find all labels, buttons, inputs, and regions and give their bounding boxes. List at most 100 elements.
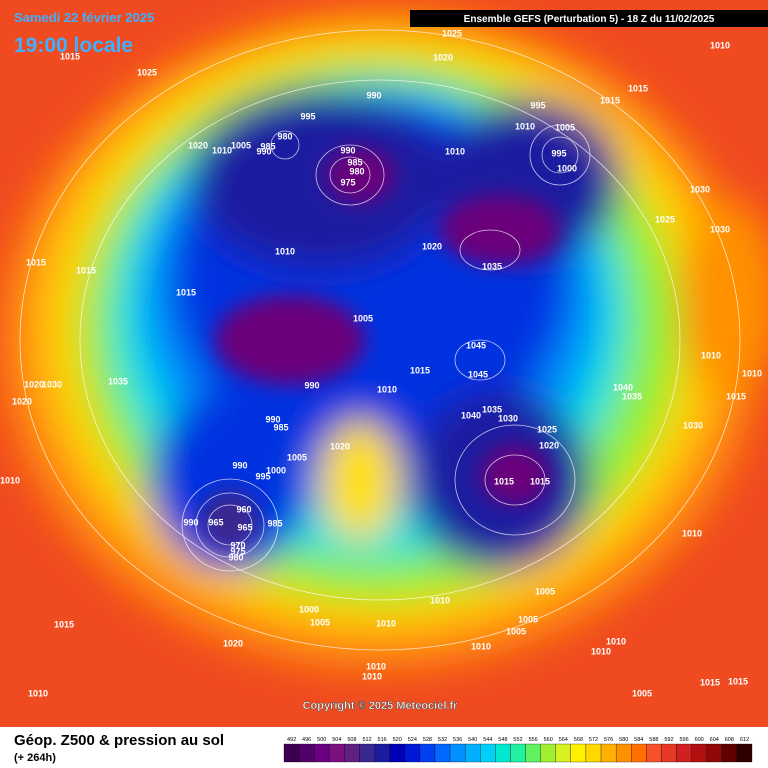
isobar-label: 980 xyxy=(349,166,364,176)
isobars xyxy=(19,29,741,651)
legend-swatch xyxy=(736,743,753,763)
isobar-label: 1020 xyxy=(422,241,442,251)
isobar-label: 1010 xyxy=(515,121,535,131)
legend-swatch xyxy=(510,743,526,763)
isobar-label: 1005 xyxy=(353,313,373,323)
legend-swatch xyxy=(540,743,556,763)
isobar-label: 980 xyxy=(228,552,243,562)
isobar-label: 1010 xyxy=(682,528,702,538)
isobar-label: 1005 xyxy=(506,626,526,636)
isobar-label: 1010 xyxy=(0,475,20,485)
isobar-label: 990 xyxy=(340,145,355,155)
isobar-label: 1005 xyxy=(632,688,652,698)
isobar-label: 1035 xyxy=(108,376,128,386)
date: Samedi 22 février 2025 xyxy=(14,10,154,25)
isobar-label: 1010 xyxy=(362,671,382,681)
isobar-label: 1010 xyxy=(212,145,232,155)
legend-label: 600 xyxy=(695,737,704,743)
isobar-label: 1035 xyxy=(482,404,502,414)
legend-label: 552 xyxy=(513,737,522,743)
isobar-label: 1010 xyxy=(710,40,730,50)
legend-swatch xyxy=(298,743,315,763)
isobar-label: 1005 xyxy=(231,140,251,150)
isobar-label: 1030 xyxy=(683,420,703,430)
isobar-label: 1005 xyxy=(518,614,538,624)
legend-swatch xyxy=(676,743,692,763)
legend-swatch xyxy=(329,743,345,763)
isobar-label: 1005 xyxy=(287,452,307,462)
isobar-label: 1010 xyxy=(742,368,762,378)
legend-swatch xyxy=(646,743,662,763)
isobar-label: 1010 xyxy=(471,641,491,651)
legend-swatch xyxy=(585,743,602,763)
isobar-labels: 1025 1015 1025 1020 1010 990 995 1015 1015 995 101… xyxy=(0,28,762,698)
legend-label: 520 xyxy=(393,737,402,743)
isobar-label: 995 xyxy=(551,148,566,158)
isobar-label: 1000 xyxy=(299,604,319,614)
legend-swatch xyxy=(525,743,541,763)
legend-label: 572 xyxy=(589,737,598,743)
legend-label: 564 xyxy=(559,737,568,743)
legend-swatch xyxy=(600,743,617,763)
isobar-label: 1040 xyxy=(613,382,633,392)
legend-swatch xyxy=(706,743,722,763)
legend-label: 528 xyxy=(423,737,432,743)
legend-swatch xyxy=(691,743,707,763)
legend-swatch xyxy=(404,743,421,763)
legend-label: 612 xyxy=(740,737,749,743)
lead-time: (+ 264h) xyxy=(14,752,56,764)
legend-label: 596 xyxy=(679,737,688,743)
isobar-label: 1025 xyxy=(137,67,157,77)
legend-label: 504 xyxy=(332,737,341,743)
legend-swatch xyxy=(389,743,405,763)
legend-label: 536 xyxy=(453,737,462,743)
isobar-label: 990 xyxy=(265,414,280,424)
isobar-label: 1040 xyxy=(461,410,481,420)
legend-label: 592 xyxy=(664,737,673,743)
isobar-label: 985 xyxy=(347,157,362,167)
legend-label: 588 xyxy=(649,737,658,743)
isobar-label: 1030 xyxy=(42,379,62,389)
legend-label: 584 xyxy=(634,737,643,743)
isobar-label: 990 xyxy=(232,460,247,470)
isobar-label: 985 xyxy=(273,422,288,432)
legend-label: 608 xyxy=(725,737,734,743)
legend-label: 532 xyxy=(438,737,447,743)
isobar-label: 1015 xyxy=(728,676,748,686)
legend-label: 576 xyxy=(604,737,613,743)
isobar-label: 1015 xyxy=(60,51,80,61)
isobar-label: 1020 xyxy=(223,638,243,648)
isobar-label: 1015 xyxy=(26,257,46,267)
isobar-label: 995 xyxy=(530,100,545,110)
isobar-label: 1010 xyxy=(430,595,450,605)
isobar-label: 1005 xyxy=(555,122,575,132)
legend-swatch xyxy=(359,743,375,763)
isobar-label: 990 xyxy=(256,146,271,156)
legend-swatch xyxy=(419,743,436,763)
legend-swatch xyxy=(570,743,587,763)
isobar-label: 965 xyxy=(208,517,223,527)
isobar-label: 1020 xyxy=(12,396,32,406)
isobar-label: 1015 xyxy=(76,265,96,275)
isobar-label: 1020 xyxy=(330,441,350,451)
legend-swatch xyxy=(615,743,632,763)
legend-swatch xyxy=(555,743,571,763)
isobar-label: 975 xyxy=(340,177,355,187)
isobar-label: 1010 xyxy=(275,246,295,256)
isobar-label: 1010 xyxy=(377,384,397,394)
legend-swatch xyxy=(314,743,330,763)
isobar-label: 1045 xyxy=(468,369,488,379)
legend-label: 492 xyxy=(287,737,296,743)
isobar-label: 1000 xyxy=(266,465,286,475)
isobar-label: 1010 xyxy=(606,636,626,646)
isobar-label: 1005 xyxy=(310,617,330,627)
isobar-label: 1015 xyxy=(600,95,620,105)
isobar-label: 990 xyxy=(366,90,381,100)
isobar-label: 995 xyxy=(255,471,270,481)
legend-swatch xyxy=(495,743,511,763)
isobar-label: 1015 xyxy=(494,476,514,486)
legend-label: 516 xyxy=(378,737,387,743)
legend-label: 556 xyxy=(529,737,538,743)
isobar-label: 1000 xyxy=(557,163,577,173)
legend-label: 604 xyxy=(710,737,719,743)
